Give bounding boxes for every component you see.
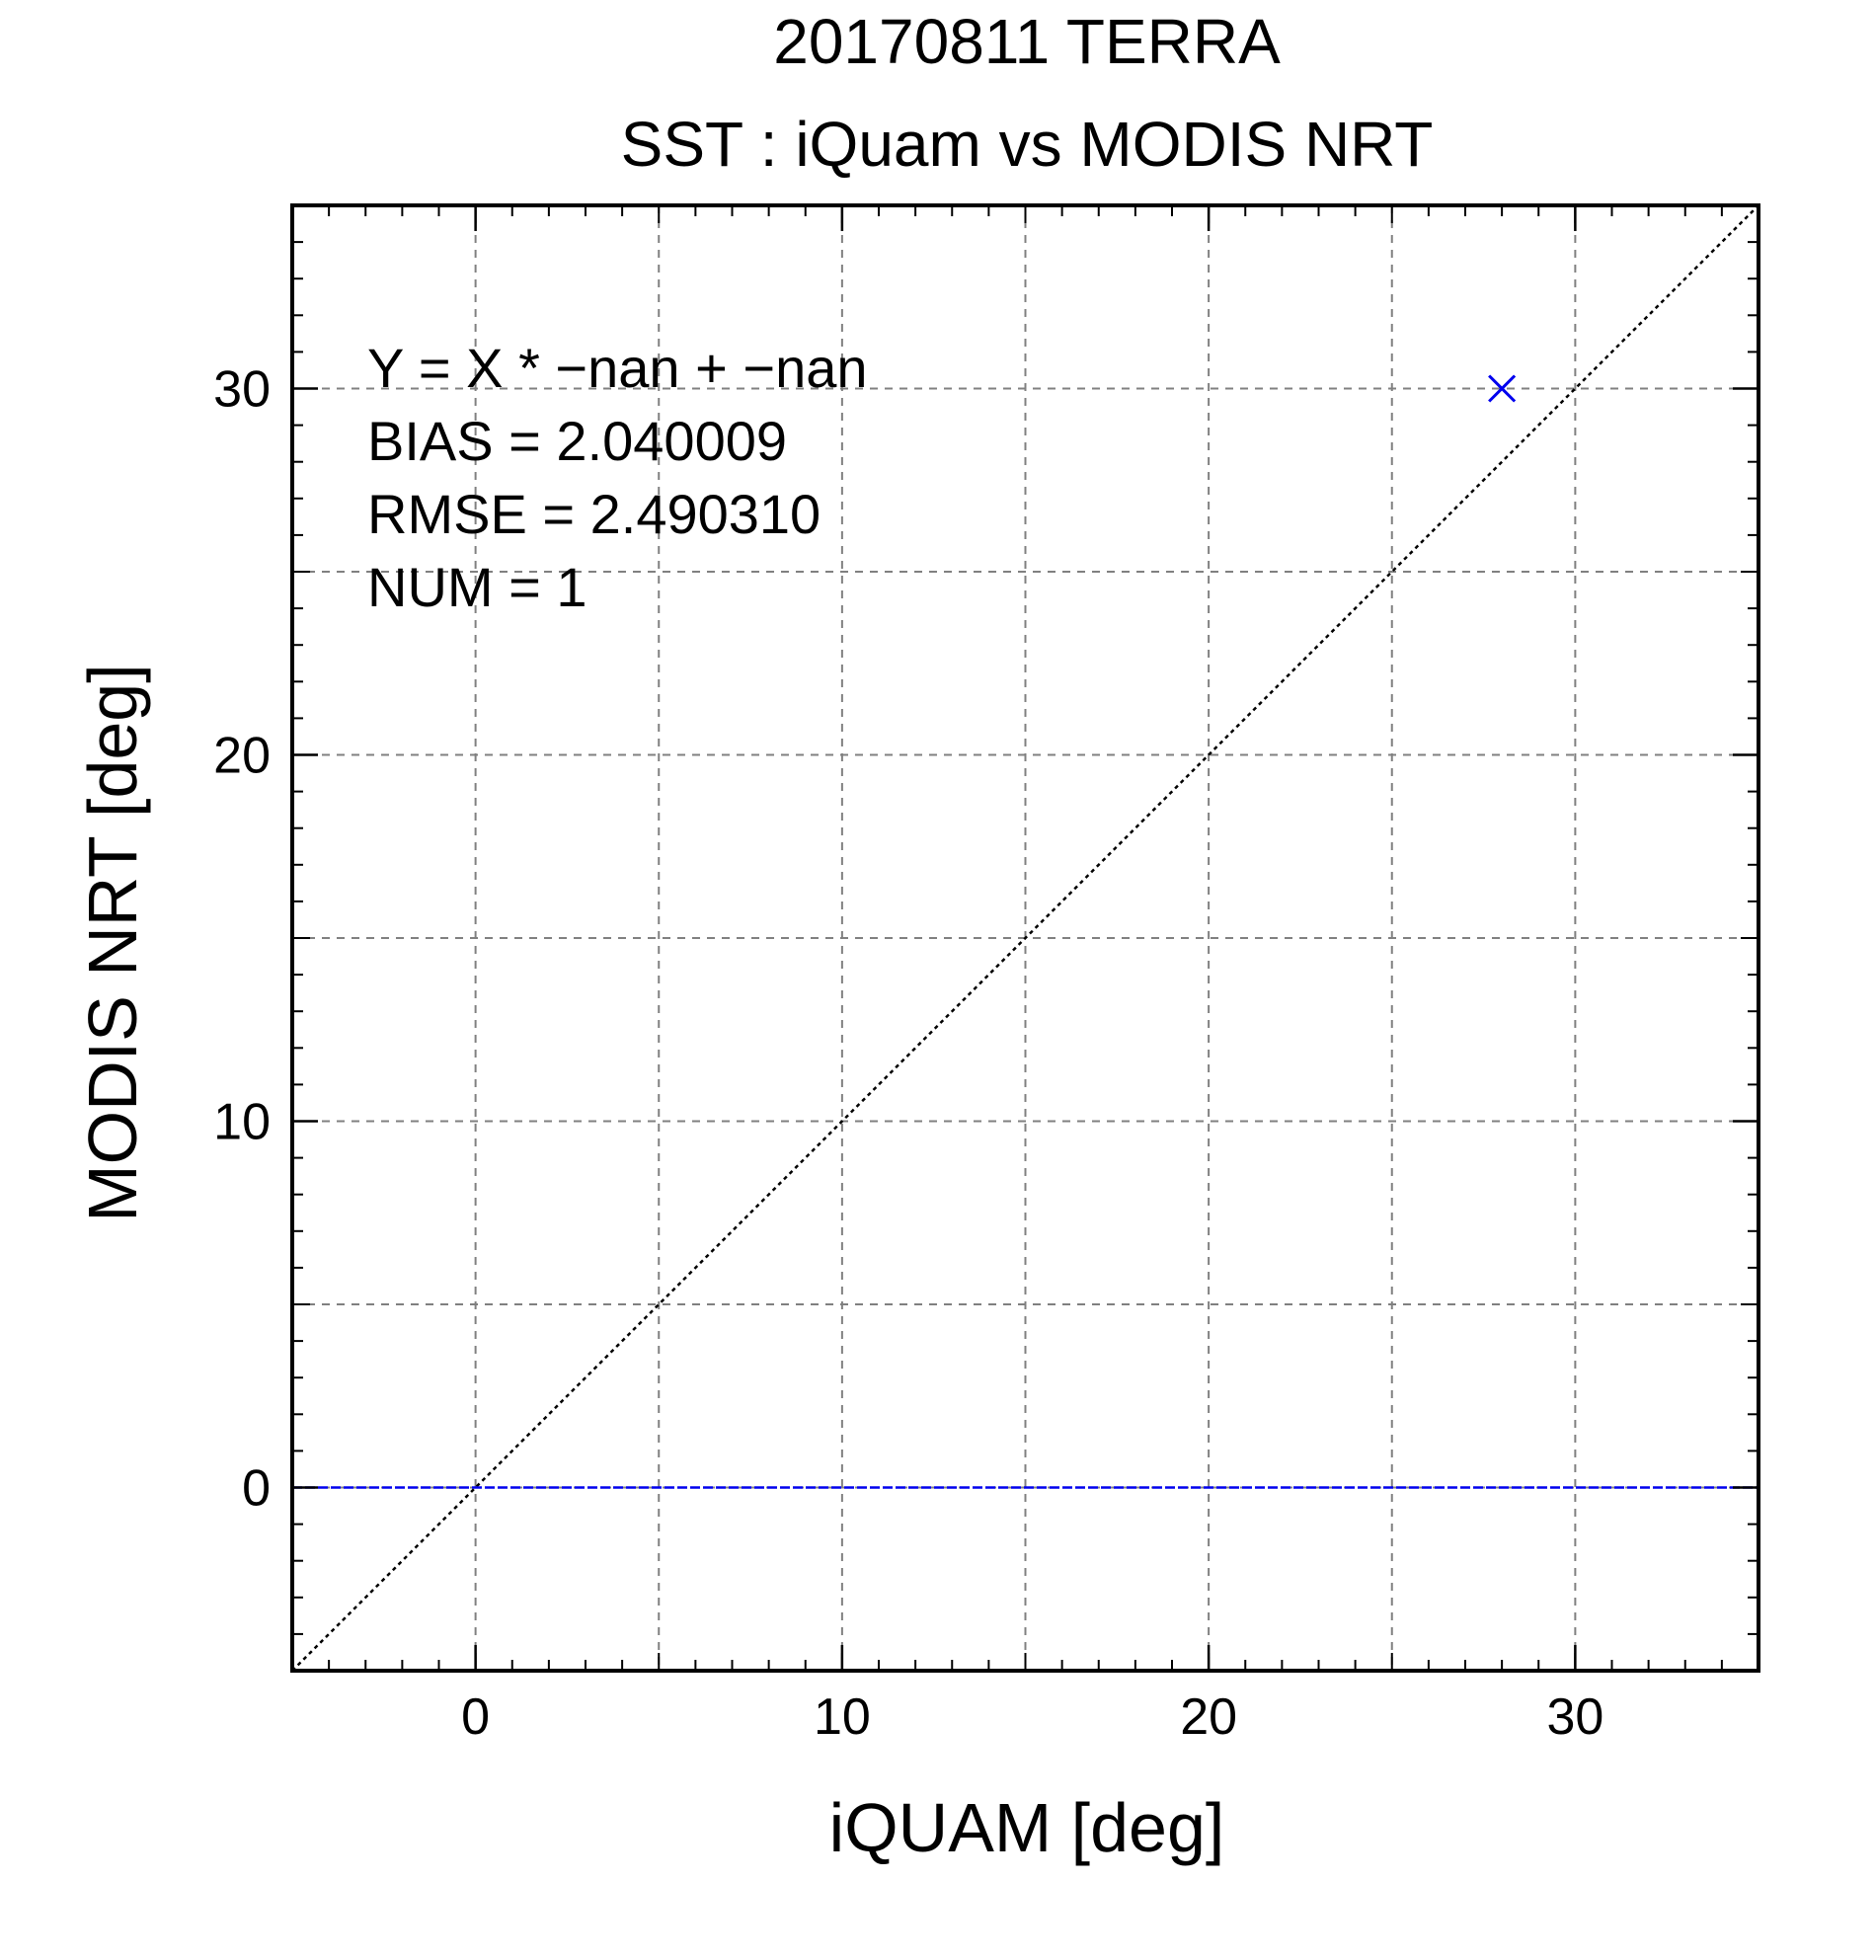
plot-frame [290,203,1760,1673]
stats-annotation: Y = X * −nan + −nan BIAS = 2.040009 RMSE =… [367,337,868,618]
point-marker-stroke [1488,374,1517,403]
stat-line: NUM = 1 [367,556,587,618]
stat-line: BIAS = 2.040009 [367,410,787,472]
y-tick-label: 30 [213,361,271,419]
y-tick-label: 10 [213,1094,271,1151]
x-axis-label: iQUAM [deg] [829,1789,1225,1866]
tick-labels: 0 10 20 30 0 10 20 30 [213,361,1603,1747]
x-tick-label: 20 [1180,1688,1237,1746]
x-tick-label: 30 [1546,1688,1603,1746]
x-tick-label: 10 [814,1688,871,1746]
chart-title: 20170811 TERRA [773,6,1281,77]
data-point [1488,374,1517,403]
y-tick-label: 20 [213,728,271,785]
stat-line: RMSE = 2.490310 [367,483,821,545]
identity-line [291,204,1759,1672]
y-axis-label: MODIS NRT [deg] [74,664,151,1221]
x-tick-label: 0 [461,1688,490,1746]
grid-lines [292,205,1759,1671]
reference-lines [291,204,1759,1672]
data-points [1488,374,1517,403]
chart-subtitle: SST : iQuam vs MODIS NRT [621,109,1434,180]
stat-line: Y = X * −nan + −nan [367,337,868,399]
y-tick-label: 0 [242,1460,271,1518]
